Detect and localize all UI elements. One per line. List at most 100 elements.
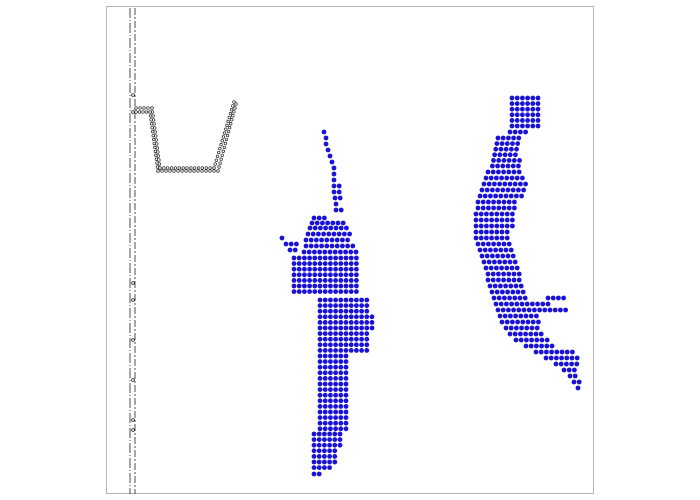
figure-dot bbox=[514, 193, 519, 199]
figure-dot bbox=[343, 283, 349, 289]
figure-dot bbox=[317, 308, 323, 314]
basket-dot bbox=[227, 125, 232, 130]
figure-dot bbox=[525, 319, 531, 325]
figure-dot bbox=[500, 289, 505, 295]
figure-dot bbox=[502, 259, 508, 265]
figure-dot bbox=[345, 237, 350, 243]
figure-dot bbox=[506, 307, 511, 313]
figure-dot bbox=[336, 189, 342, 195]
figure-dot bbox=[478, 235, 484, 241]
figure-dot bbox=[478, 223, 484, 229]
basket-dot bbox=[150, 126, 154, 130]
figure-dot bbox=[333, 272, 338, 278]
basket-dot bbox=[218, 161, 222, 165]
basket-dot bbox=[223, 141, 228, 146]
figure-dot bbox=[291, 289, 297, 294]
figure-dot bbox=[511, 169, 517, 175]
figure-dot bbox=[490, 169, 496, 175]
figure-dot bbox=[494, 265, 499, 271]
figure-dot bbox=[533, 349, 539, 355]
figure-dot bbox=[359, 342, 364, 348]
figure-dot bbox=[338, 353, 344, 359]
figure-dot bbox=[484, 211, 489, 217]
figure-dot bbox=[501, 169, 506, 175]
figure-dot bbox=[338, 207, 344, 213]
figure-dot bbox=[518, 283, 524, 289]
figure-dot bbox=[526, 307, 532, 313]
figure-dot bbox=[499, 141, 505, 147]
figure-dot bbox=[338, 370, 344, 376]
figure-dot bbox=[498, 193, 504, 199]
figure-dot bbox=[549, 349, 554, 355]
figure-dot bbox=[473, 229, 479, 235]
figure-dot bbox=[510, 141, 515, 147]
figure-dot bbox=[487, 283, 493, 289]
figure-dot bbox=[489, 217, 494, 223]
figure-dot bbox=[332, 454, 338, 459]
figure-dot bbox=[520, 118, 525, 123]
figure-dot bbox=[502, 152, 508, 158]
figure-dot bbox=[322, 261, 328, 266]
basket-dot bbox=[220, 153, 224, 157]
figure-dot bbox=[316, 442, 322, 448]
figure-dot bbox=[518, 331, 523, 337]
figure-dot bbox=[535, 112, 541, 118]
basket-dot bbox=[138, 106, 142, 110]
figure-dot bbox=[328, 272, 333, 278]
figure-dot bbox=[518, 337, 524, 343]
figure-dot bbox=[348, 331, 354, 336]
figure-dot bbox=[507, 181, 513, 187]
figure-dot bbox=[496, 241, 502, 247]
figure-dot bbox=[507, 129, 513, 135]
figure-dot bbox=[354, 308, 359, 314]
figure-dot bbox=[532, 307, 537, 313]
basket-dot bbox=[232, 110, 236, 114]
figure-dot bbox=[516, 307, 522, 313]
figure-dot bbox=[334, 243, 340, 249]
figure-dot bbox=[491, 205, 496, 211]
figure-dot bbox=[328, 283, 333, 289]
basket-dot bbox=[219, 143, 223, 147]
figure-dot bbox=[333, 225, 339, 231]
figure-dot bbox=[322, 297, 328, 303]
figure-dot bbox=[338, 297, 344, 303]
basket-dot bbox=[230, 118, 234, 122]
figure-dot bbox=[525, 95, 530, 101]
figure-dot bbox=[305, 231, 311, 237]
basket-dot bbox=[208, 166, 212, 170]
basket-dot bbox=[172, 169, 176, 173]
figure-dot bbox=[302, 283, 307, 289]
figure-dot bbox=[545, 301, 551, 307]
figure-dot bbox=[333, 420, 338, 426]
basket-dot bbox=[149, 122, 154, 126]
figure-dot bbox=[509, 95, 515, 101]
figure-dot bbox=[523, 343, 529, 349]
basket-dot bbox=[200, 166, 205, 170]
figure-dot bbox=[322, 376, 328, 381]
figure-dot bbox=[322, 404, 328, 409]
figure-dot bbox=[329, 159, 335, 165]
basket-dot bbox=[219, 157, 223, 161]
figure-dot bbox=[328, 336, 333, 342]
figure-dot bbox=[507, 331, 513, 337]
basket-dot bbox=[164, 169, 168, 173]
figure-dot bbox=[572, 373, 578, 379]
basket-dot bbox=[220, 139, 224, 143]
figure-dot bbox=[500, 187, 506, 193]
figure-dot bbox=[333, 415, 338, 420]
figure-dot bbox=[338, 415, 344, 420]
figure-dot bbox=[510, 223, 515, 229]
figure-dot bbox=[359, 297, 364, 303]
rail-ring bbox=[131, 93, 135, 97]
figure-dot bbox=[327, 459, 332, 465]
figure-dot bbox=[510, 319, 515, 325]
figure-dot bbox=[333, 342, 338, 348]
basket-dot bbox=[232, 100, 236, 104]
figure-dot bbox=[302, 266, 307, 272]
figure-dot bbox=[359, 325, 364, 331]
figure-dot bbox=[530, 123, 536, 129]
basket-dot bbox=[155, 142, 159, 146]
figure-dot bbox=[514, 146, 519, 152]
figure-dot bbox=[496, 295, 502, 301]
basket-dot bbox=[141, 110, 145, 114]
